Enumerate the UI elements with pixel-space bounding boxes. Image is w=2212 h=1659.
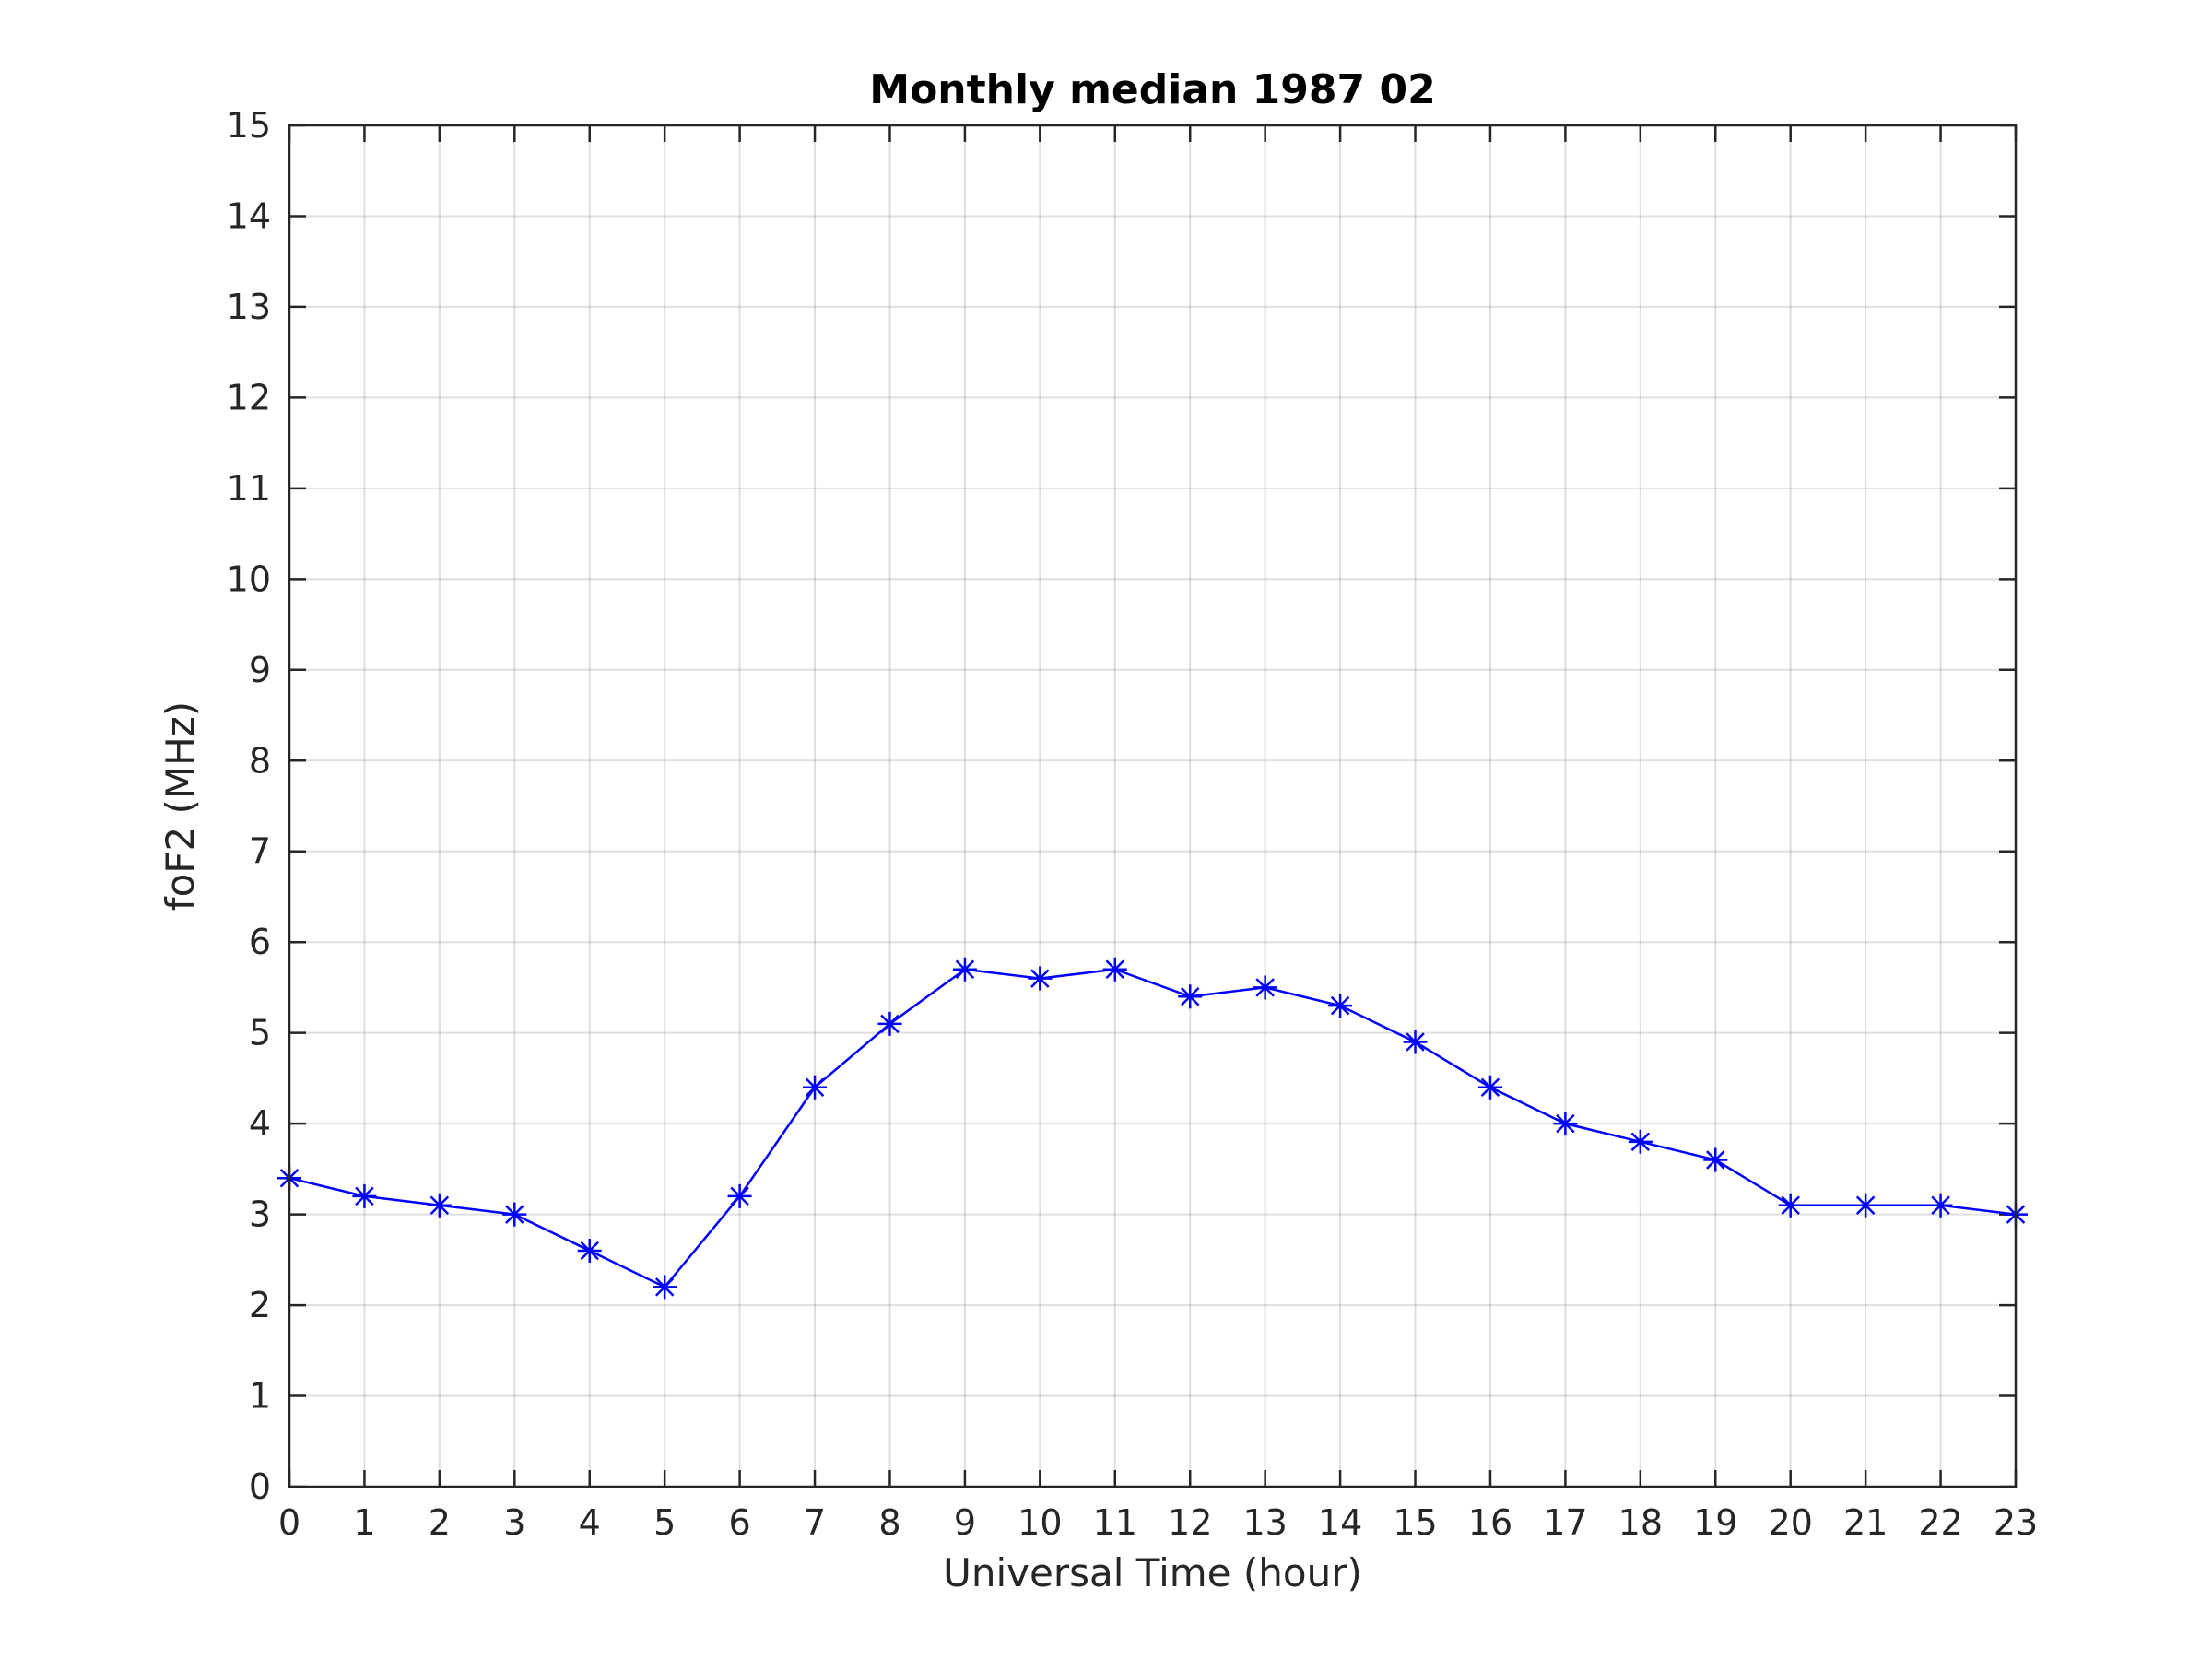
x-tick-label: 23 — [1994, 1502, 2038, 1543]
y-tick-label: 10 — [227, 559, 271, 599]
data-point-marker — [1778, 1193, 1803, 1218]
y-tick-label: 15 — [227, 105, 271, 146]
data-point-marker — [1028, 966, 1053, 991]
x-tick-label: 11 — [1093, 1502, 1137, 1543]
data-point-marker — [1853, 1193, 1878, 1218]
data-point-marker — [727, 1183, 752, 1208]
x-tick-label: 6 — [729, 1502, 751, 1543]
x-tick-label: 15 — [1393, 1502, 1437, 1543]
y-tick-label: 6 — [249, 922, 271, 962]
x-tick-label: 7 — [804, 1502, 826, 1543]
y-tick-label: 0 — [249, 1466, 271, 1507]
x-tick-label: 4 — [579, 1502, 601, 1543]
x-tick-labels: 0 1 2 3 4 5 6 7 8 9 10 11 12 13 14 15 16 17 18 19 20 21 22 23 — [278, 1502, 2038, 1543]
data-point-marker — [1628, 1129, 1653, 1154]
data-point-marker — [577, 1238, 602, 1263]
x-tick-label: 13 — [1242, 1502, 1287, 1543]
series-line — [288, 968, 2017, 1288]
y-tick-label: 2 — [249, 1285, 271, 1325]
plot-area — [289, 125, 2016, 1487]
y-tick-label: 13 — [227, 287, 271, 327]
data-point-marker — [1477, 1075, 1502, 1100]
y-tick-label: 5 — [249, 1013, 271, 1053]
data-point-marker — [1253, 975, 1277, 1000]
x-tick-label: 1 — [353, 1502, 375, 1543]
x-tick-label: 0 — [278, 1502, 300, 1543]
y-tick-label: 14 — [227, 195, 271, 236]
grid — [288, 124, 2017, 1488]
y-tick-label: 12 — [227, 377, 271, 418]
y-axis-title: foF2 (MHz) — [158, 701, 203, 911]
x-tick-label: 9 — [954, 1502, 976, 1543]
data-point-marker — [352, 1183, 377, 1208]
data-point-marker — [1102, 957, 1127, 982]
y-tick-label: 3 — [249, 1194, 271, 1235]
data-point-marker — [1928, 1193, 1953, 1218]
x-tick-label: 10 — [1018, 1502, 1062, 1543]
x-tick-label: 2 — [429, 1502, 451, 1543]
axis-ticks — [288, 124, 2018, 1488]
y-tick-label: 7 — [249, 831, 271, 872]
axes-box — [288, 124, 2018, 1488]
y-tick-label: 4 — [249, 1103, 271, 1144]
data-point-marker — [502, 1202, 527, 1227]
data-series — [277, 957, 2028, 1300]
data-point-marker — [1703, 1147, 1728, 1172]
y-tick-label: 8 — [249, 740, 271, 781]
y-tick-label: 1 — [249, 1376, 271, 1417]
x-tick-label: 21 — [1843, 1502, 1888, 1543]
x-tick-label: 5 — [653, 1502, 676, 1543]
data-point-marker — [1178, 984, 1203, 1009]
x-tick-label: 3 — [503, 1502, 525, 1543]
data-point-marker — [803, 1075, 828, 1100]
x-tick-label: 17 — [1543, 1502, 1587, 1543]
x-tick-label: 19 — [1693, 1502, 1737, 1543]
y-tick-label: 9 — [249, 650, 271, 690]
chart-title: Monthly median 1987 02 — [869, 66, 1435, 113]
x-tick-label: 22 — [1918, 1502, 1962, 1543]
x-tick-label: 14 — [1318, 1502, 1362, 1543]
x-tick-label: 20 — [1769, 1502, 1813, 1543]
x-tick-label: 12 — [1168, 1502, 1212, 1543]
x-axis-title: Universal Time (hour) — [943, 1550, 1362, 1595]
x-tick-label: 8 — [878, 1502, 900, 1543]
data-point-marker — [653, 1275, 677, 1300]
data-point-marker — [427, 1193, 452, 1218]
data-point-marker — [1328, 994, 1353, 1018]
x-tick-label: 16 — [1468, 1502, 1512, 1543]
data-point-marker — [1403, 1030, 1428, 1054]
x-tick-label: 18 — [1618, 1502, 1663, 1543]
data-point-marker — [952, 957, 977, 982]
y-tick-label: 11 — [227, 468, 271, 509]
data-point-marker — [877, 1011, 902, 1036]
data-point-marker — [1553, 1112, 1578, 1136]
